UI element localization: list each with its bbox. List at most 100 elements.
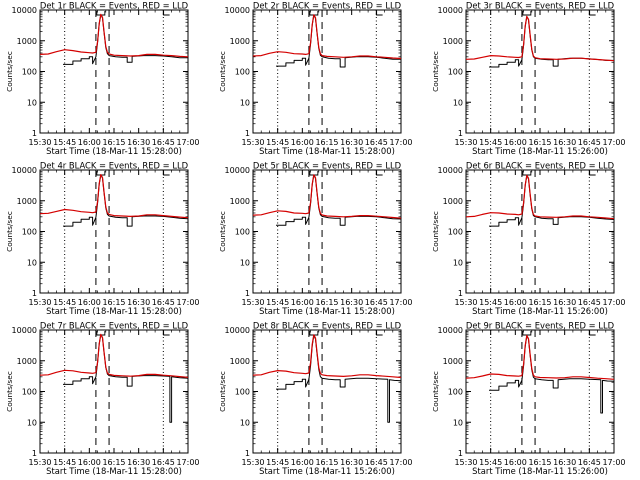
- chart-title: Det 3r BLACK = Events, RED = LLD: [466, 1, 614, 11]
- attenuator-marker: [522, 171, 532, 176]
- x-tick-label: 16:45: [578, 458, 601, 467]
- x-tick-label: 16:00: [291, 458, 314, 467]
- y-axis-label: Counts/sec: [218, 211, 227, 252]
- x-tick-label: 16:30: [340, 298, 363, 307]
- y-tick-label: 1: [458, 129, 463, 138]
- x-tick-label: 17:00: [389, 458, 412, 467]
- x-tick-label: 15:45: [53, 458, 76, 467]
- plot-frame: [39, 169, 189, 294]
- x-tick-label: 16:30: [553, 298, 576, 307]
- y-tick-label: 10: [240, 258, 250, 267]
- x-tick-label: 16:00: [78, 138, 101, 147]
- x-tick-label: 15:45: [266, 458, 289, 467]
- y-tick-label: 100: [22, 228, 37, 237]
- x-tick-label: 17:00: [602, 458, 625, 467]
- x-tick-label: 16:45: [152, 298, 175, 307]
- plot-frame: [252, 9, 402, 134]
- plot-frame: [252, 169, 402, 294]
- x-tick-label: 16:00: [78, 298, 101, 307]
- series-lld-line: [40, 174, 188, 219]
- chart-panel: Det 7r BLACK = Events, RED = LLD 1 10 100 10…: [5, 321, 200, 477]
- series-group: [253, 14, 401, 68]
- y-tick-label: 1000: [230, 37, 250, 46]
- x-tick-label: 17:00: [602, 138, 625, 147]
- x-axis-label: Start Time (18-Mar-11 15:28:00): [46, 146, 182, 156]
- x-tick-label: 16:15: [315, 298, 338, 307]
- x-tick-label: 15:30: [28, 138, 51, 147]
- attenuator-marker: [376, 331, 383, 336]
- x-tick-label: 17:00: [602, 298, 625, 307]
- y-tick-label: 10: [453, 258, 463, 267]
- y-tick-label: 1000: [443, 197, 463, 206]
- x-tick-label: 15:30: [241, 298, 264, 307]
- y-tick-label: 10: [453, 418, 463, 427]
- x-axis-label: Start Time (18-Mar-11 15:28:00): [46, 306, 182, 316]
- y-tick-label: 1: [245, 449, 250, 458]
- chart-title: Det 7r BLACK = Events, RED = LLD: [40, 321, 188, 331]
- y-tick-label: 10000: [438, 326, 463, 335]
- y-tick-label: 10000: [225, 166, 250, 175]
- x-tick-label: 16:30: [127, 458, 150, 467]
- series-events-line: [489, 335, 614, 414]
- y-tick-label: 1: [245, 129, 250, 138]
- x-tick-label: 17:00: [176, 458, 199, 467]
- x-axis-label: Start Time (18-Mar-11 15:28:00): [259, 306, 395, 316]
- y-tick-label: 100: [448, 68, 463, 77]
- x-tick-label: 15:30: [454, 458, 477, 467]
- attenuator-marker: [589, 331, 596, 336]
- y-tick-label: 1: [32, 289, 37, 298]
- y-axis-label: Counts/sec: [218, 371, 227, 412]
- x-tick-label: 16:45: [152, 458, 175, 467]
- x-tick-label: 17:00: [389, 298, 412, 307]
- chart-panel: Det 4r BLACK = Events, RED = LLD 1 10 100 10…: [5, 161, 200, 317]
- x-tick-label: 15:45: [266, 138, 289, 147]
- y-tick-label: 1: [458, 449, 463, 458]
- y-tick-label: 1: [32, 129, 37, 138]
- x-tick-label: 16:45: [578, 138, 601, 147]
- x-tick-label: 16:15: [102, 138, 125, 147]
- y-tick-label: 1: [32, 449, 37, 458]
- x-tick-label: 16:30: [340, 138, 363, 147]
- x-tick-label: 15:45: [53, 138, 76, 147]
- series-group: [466, 15, 614, 68]
- attenuator-marker: [163, 171, 170, 176]
- y-tick-label: 1000: [17, 197, 37, 206]
- y-tick-label: 100: [22, 388, 37, 397]
- y-tick-label: 10: [240, 98, 250, 107]
- y-tick-label: 10000: [438, 166, 463, 175]
- x-tick-label: 15:30: [241, 138, 264, 147]
- series-group: [40, 13, 188, 65]
- y-tick-label: 10000: [12, 166, 37, 175]
- series-group: [466, 174, 614, 227]
- series-events-line: [276, 335, 401, 423]
- chart-panel: Det 2r BLACK = Events, RED = LLD 1 10 100 10…: [218, 1, 413, 157]
- x-axis-label: Start Time (18-Mar-11 15:26:00): [259, 466, 395, 476]
- x-tick-label: 16:30: [553, 458, 576, 467]
- y-tick-label: 1: [458, 289, 463, 298]
- x-axis-label: Start Time (18-Mar-11 15:28:00): [259, 146, 395, 156]
- y-axis-label: Counts/sec: [5, 371, 14, 412]
- y-tick-label: 100: [235, 388, 250, 397]
- x-tick-label: 16:00: [504, 458, 527, 467]
- y-tick-label: 100: [235, 68, 250, 77]
- attenuator-marker: [522, 11, 532, 16]
- y-tick-label: 10: [453, 98, 463, 107]
- plot-frame: [39, 329, 189, 454]
- plot-frame: [465, 9, 615, 134]
- series-group: [40, 333, 188, 423]
- series-lld-line: [253, 14, 401, 60]
- plot-frame: [465, 169, 615, 294]
- series-lld-line: [466, 334, 614, 380]
- y-tick-label: 10: [27, 418, 37, 427]
- chart-panel: Det 3r BLACK = Events, RED = LLD 1 10 100 10…: [431, 1, 626, 157]
- x-tick-label: 16:45: [152, 138, 175, 147]
- y-tick-label: 10000: [12, 6, 37, 15]
- y-axis-label: Counts/sec: [5, 211, 14, 252]
- x-tick-label: 16:15: [102, 298, 125, 307]
- y-tick-label: 100: [448, 388, 463, 397]
- x-tick-label: 16:30: [553, 138, 576, 147]
- x-axis-label: Start Time (18-Mar-11 15:26:00): [472, 466, 608, 476]
- x-tick-label: 16:00: [504, 298, 527, 307]
- plot-frame: [39, 9, 189, 134]
- x-tick-label: 15:45: [479, 138, 502, 147]
